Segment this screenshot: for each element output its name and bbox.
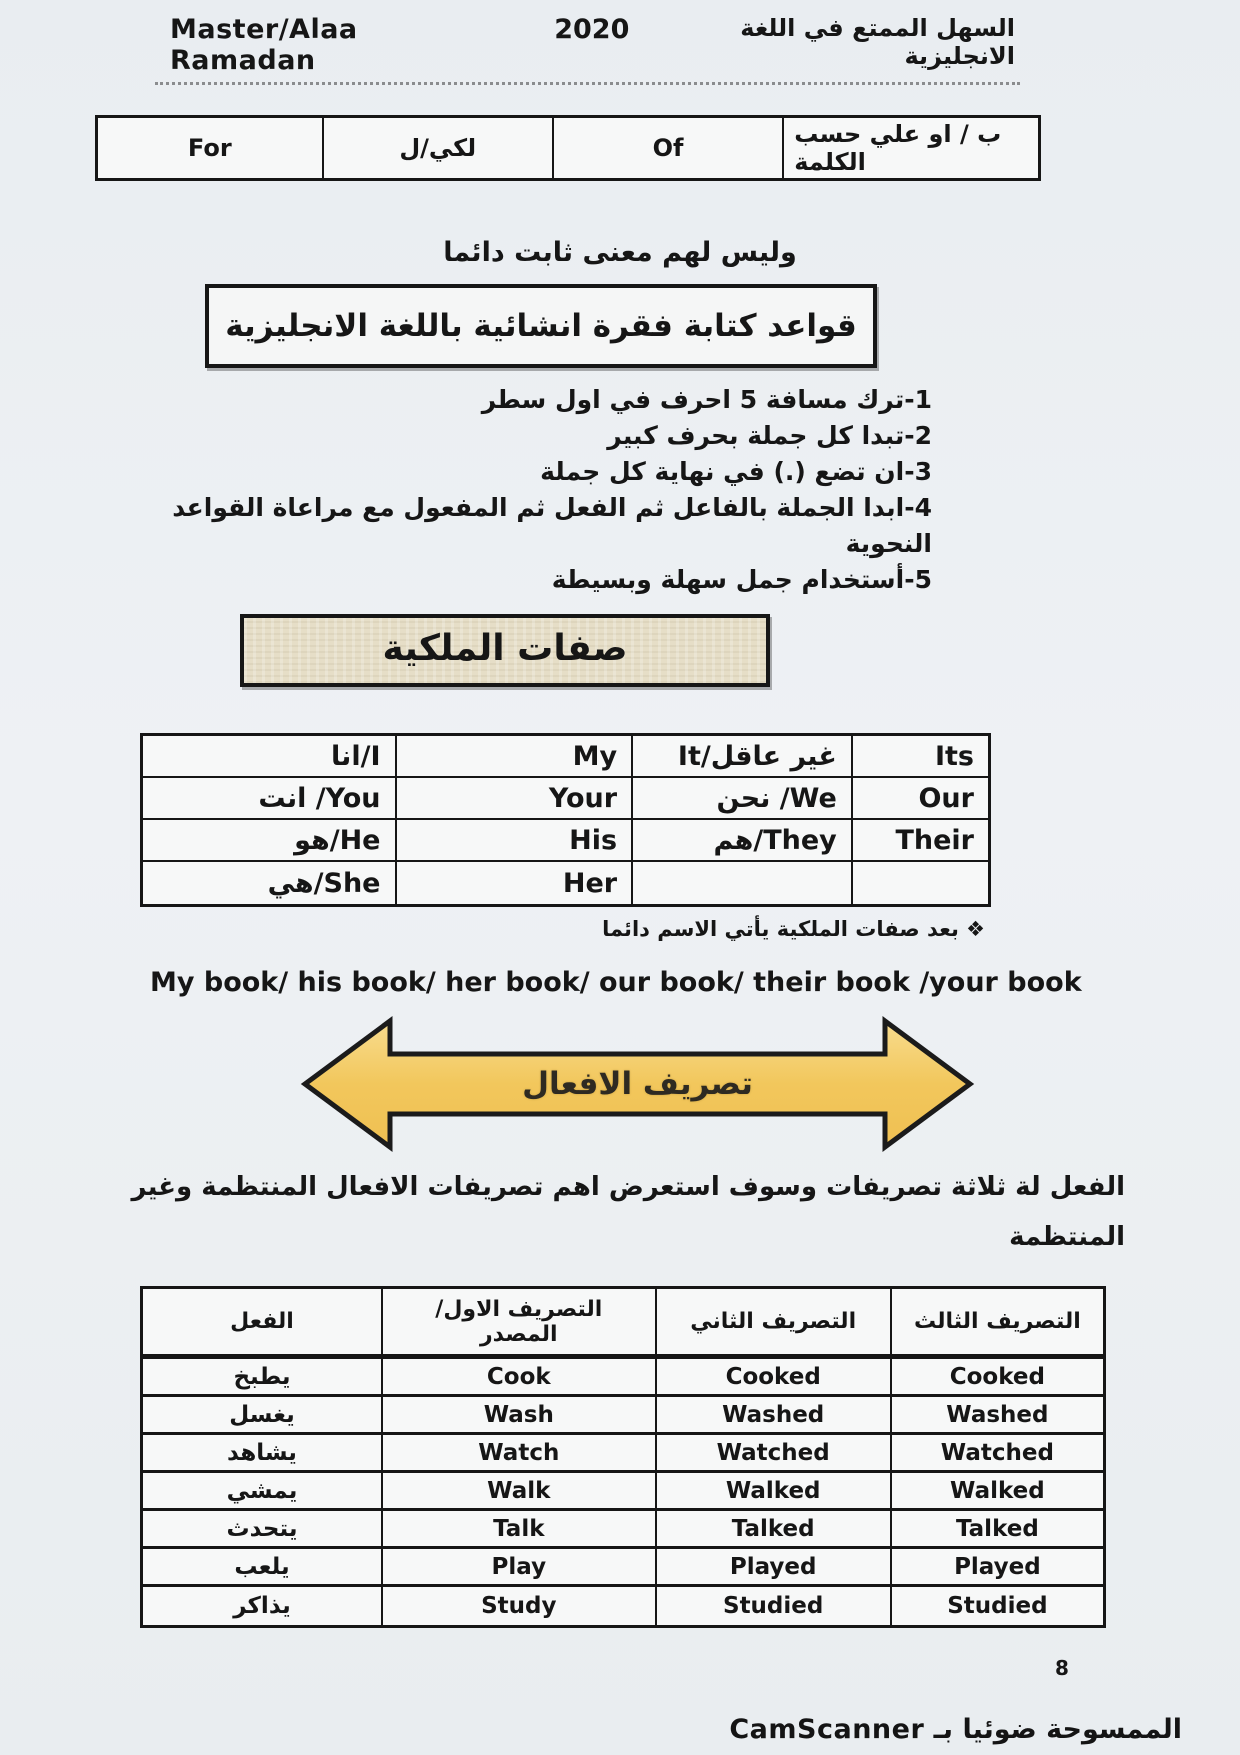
double-arrow-icon <box>300 1016 975 1152</box>
table-cell: Walked <box>656 1473 892 1511</box>
table-cell: His <box>396 820 634 862</box>
conjugation-banner: تصريف الافعال <box>300 1014 975 1154</box>
table-cell: يتحدث <box>143 1511 383 1549</box>
table-cell: Walk <box>383 1473 657 1511</box>
table-cell: التصريف الثاني <box>656 1289 892 1359</box>
possessives-examples: My book/ his book/ her book/ our book/ t… <box>150 967 1082 998</box>
book-title-arabic: السهل الممتع في اللغة الانجليزية <box>740 14 1015 70</box>
table-cell: يطبخ <box>143 1359 383 1397</box>
verb-conjugation-table: الفعل التصريف الاول/ المصدر التصريف الثاني… <box>140 1286 1106 1628</box>
table-cell: Play <box>383 1549 657 1587</box>
table-cell <box>853 862 988 904</box>
table-cell: يغسل <box>143 1397 383 1435</box>
table-cell: Talked <box>656 1511 892 1549</box>
table-cell: Played <box>891 1549 1103 1587</box>
table-cell: ب / او علي حسب الكلمة <box>794 120 1002 176</box>
table-cell: Washed <box>891 1397 1103 1435</box>
table-cell: هم/They <box>633 820 853 862</box>
table-cell: يلعب <box>143 1549 383 1587</box>
page-header: Master/Alaa Ramadan 2020 السهل الممتع في… <box>170 14 1015 76</box>
word-meanings-table: For لكي/ل Of ب / او علي حسب الكلمة <box>95 115 1041 181</box>
table-cell: Your <box>396 778 634 820</box>
rule-item: 2-تبدا كل جملة بحرف كبير <box>607 421 932 450</box>
table-cell: نحن /We <box>633 778 853 820</box>
table-cell: Cooked <box>656 1359 892 1397</box>
table-cell: Played <box>656 1549 892 1587</box>
table-cell: Our <box>852 778 988 820</box>
table-cell: يذاكر <box>143 1587 383 1625</box>
conjugation-intro-paragraph: الفعل لة ثلاثة تصريفات وسوف استعرض اهم ت… <box>131 1172 1125 1252</box>
table-cell: Watch <box>383 1435 657 1473</box>
table-cell: Wash <box>383 1397 657 1435</box>
table-cell: Watched <box>656 1435 892 1473</box>
table-cell: Walked <box>891 1473 1103 1511</box>
table-cell: For <box>98 118 324 178</box>
table-cell: لكي/ل <box>324 118 554 178</box>
table-cell: Watched <box>891 1435 1103 1473</box>
table-cell: التصريف الاول/ المصدر <box>383 1289 657 1359</box>
rule-item: 3-ان تضع (.) في نهاية كل جملة <box>540 457 932 486</box>
paragraph-rules-title-box: قواعد كتابة فقرة انشائية باللغة الانجليز… <box>205 284 877 368</box>
table-cell: Her <box>397 862 634 904</box>
author-name: Master/Alaa Ramadan <box>170 14 358 76</box>
table-cell: It/غير عاقل <box>633 736 853 778</box>
table-cell: Studied <box>657 1587 892 1625</box>
rule-item: 5-أستخدام جمل سهلة وبسيطة <box>551 565 932 594</box>
table-cell: الفعل <box>143 1289 383 1359</box>
table-cell: Cooked <box>891 1359 1103 1397</box>
table-cell: يشاهد <box>143 1435 383 1473</box>
possessives-title-box: صفات الملكية <box>240 614 770 687</box>
page-number: 8 <box>1055 1656 1069 1680</box>
table-cell: انا/I <box>143 736 397 778</box>
table-cell: التصريف الثالث <box>891 1289 1103 1359</box>
table-cell: Of <box>554 118 785 178</box>
table-cell: يمشي <box>143 1473 383 1511</box>
rule-item: 4-ابدا الجملة بالفاعل ثم الفعل ثم المفعو… <box>172 493 932 558</box>
table-cell: Its <box>852 736 988 778</box>
table-cell: Cook <box>383 1359 657 1397</box>
table-cell: Talked <box>891 1511 1103 1549</box>
possessives-note-text: بعد صفات الملكية يأتي الاسم دائما <box>602 917 959 941</box>
table-cell <box>633 862 853 904</box>
no-fixed-meaning-note: وليس لهم معنى ثابت دائما <box>443 237 797 268</box>
table-cell: Talk <box>383 1511 657 1549</box>
table-cell: هي/She <box>143 862 397 904</box>
table-cell: Washed <box>656 1397 892 1435</box>
possessives-note: ❖ بعد صفات الملكية يأتي الاسم دائما <box>0 917 1240 941</box>
conjugation-banner-label: تصريف الافعال <box>522 1066 753 1102</box>
diamond-bullet-icon: ❖ <box>966 917 985 941</box>
table-cell: هو/He <box>143 820 397 862</box>
table-cell: Studied <box>947 1593 1048 1619</box>
table-cell: Study <box>383 1587 657 1625</box>
table-cell: انت /You <box>143 778 397 820</box>
table-cell: My <box>396 736 634 778</box>
rule-item: 1-ترك مسافة 5 احرف في اول سطر <box>481 385 932 414</box>
paragraph-rules-list: 1-ترك مسافة 5 احرف في اول سطر 2-تبدا كل ج… <box>0 382 1240 598</box>
header-underline <box>155 82 1020 85</box>
possessives-table: انا/I My It/غير عاقل Its انت /You Your نحن /We… <box>140 733 991 907</box>
table-cell: Their <box>852 820 988 862</box>
year-label: 2020 <box>554 14 630 45</box>
camscanner-footer: الممسوحة ضوئيا بـ CamScanner <box>729 1714 1182 1745</box>
